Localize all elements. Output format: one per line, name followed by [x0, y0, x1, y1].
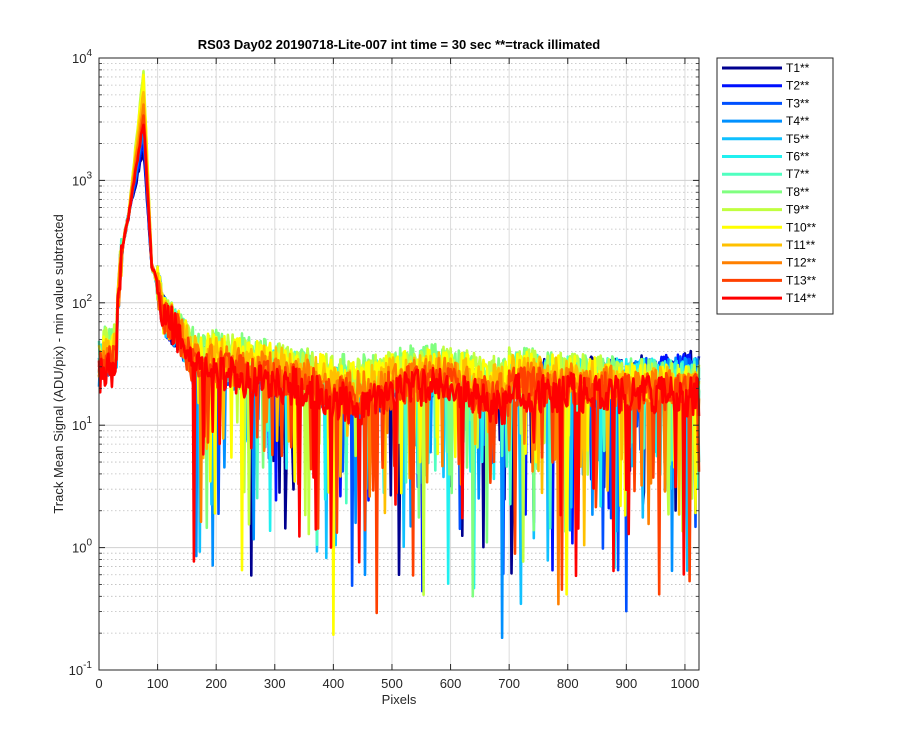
x-tick-label: 200 — [205, 676, 227, 691]
legend-label: T7** — [786, 167, 810, 181]
x-tick-label: 500 — [381, 676, 403, 691]
x-axis-label: Pixels — [382, 692, 417, 707]
x-tick-label: 800 — [557, 676, 579, 691]
x-tick-label: 1000 — [670, 676, 699, 691]
x-tick-label: 0 — [95, 676, 102, 691]
y-tick-label: 104 — [72, 48, 92, 66]
y-tick-label: 102 — [72, 293, 92, 311]
y-tick-label: 100 — [72, 538, 92, 556]
legend: T1** T2** T3** T4** T5** T6** T7** T8** T9** T10*… — [716, 57, 834, 315]
x-tick-label: 600 — [440, 676, 462, 691]
legend-label: T6** — [786, 150, 810, 164]
legend-label: T10** — [786, 220, 816, 234]
legend-label: T1** — [786, 61, 810, 75]
series-lines — [97, 69, 701, 639]
legend-label: T12** — [786, 256, 816, 270]
series-line-t14 — [97, 123, 701, 578]
legend-label: T8** — [786, 185, 810, 199]
x-tick-label: 300 — [264, 676, 286, 691]
x-tick-label: 400 — [323, 676, 345, 691]
legend-label: T9** — [786, 203, 810, 217]
legend-label: T3** — [786, 96, 810, 110]
plot-box — [98, 57, 700, 671]
y-tick-label: 10-1 — [69, 660, 93, 678]
y-tick-label: 103 — [72, 170, 92, 188]
x-tick-label: 700 — [498, 676, 520, 691]
chart-title: RS03 Day02 20190718-Lite-007 int time = … — [198, 37, 601, 52]
y-tick-label: 101 — [72, 415, 92, 433]
legend-label: T5** — [786, 132, 810, 146]
legend-label: T14** — [786, 291, 816, 305]
legend-label: T11** — [786, 238, 815, 252]
legend-label: T13** — [786, 273, 816, 287]
legend-box — [716, 57, 834, 315]
legend-label: T4** — [786, 114, 810, 128]
y-axis-label: Track Mean Signal (ADU/pix) - min value … — [51, 214, 66, 513]
legend-label: T2** — [786, 79, 810, 93]
x-tick-label: 100 — [147, 676, 169, 691]
axis-ticks: 0 100 200 300 400 500 600 700 800 900 1000 10-1 100 1… — [69, 48, 700, 691]
x-tick-label: 900 — [615, 676, 637, 691]
